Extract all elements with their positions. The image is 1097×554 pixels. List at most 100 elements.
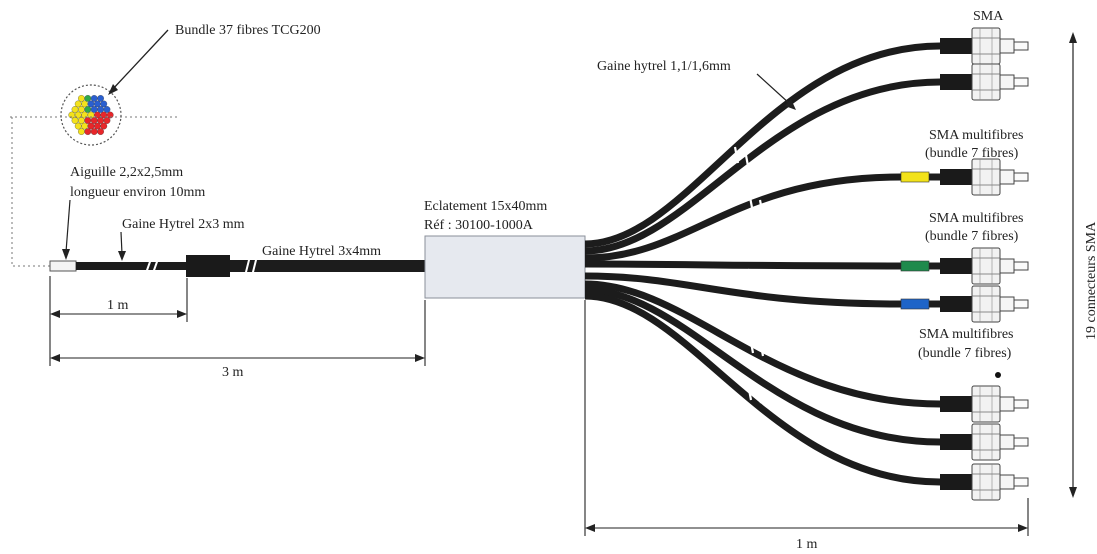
sma-connector — [940, 423, 1029, 461]
sheath-large-label: Gaine Hytrel 3x4mm — [262, 244, 381, 259]
sheath-large-break — [244, 255, 258, 277]
needle-leader — [62, 199, 71, 260]
breakout-label-line2: Réf : 30100-1000A — [424, 218, 534, 233]
branch-cable — [584, 272, 902, 308]
branch-cable — [584, 42, 941, 248]
bundle-fiber — [71, 106, 79, 113]
marker-green — [900, 260, 930, 272]
breakout-label-line1: Eclatement 15x40mm — [424, 199, 547, 214]
branch-break-mark — [758, 199, 765, 217]
bundle-fiber — [81, 100, 88, 108]
sma-connector — [940, 158, 1029, 196]
connectors-dimension — [1069, 32, 1077, 498]
sma-multi-c-line1: SMA multifibres — [919, 327, 1014, 342]
bundle-fiber — [87, 122, 95, 130]
sheath-small-label: Gaine Hytrel 2x3 mm — [122, 217, 245, 232]
sma-dot — [995, 372, 1001, 378]
sma-connector — [940, 385, 1029, 423]
sma-connectors — [940, 27, 1029, 501]
bundle-fiber — [97, 106, 104, 113]
bundle-leader — [108, 29, 169, 95]
sma-connector — [940, 63, 1029, 101]
needle-guide-line — [11, 117, 50, 267]
branch-sheath-label: Gaine hytrel 1,1/1,6mm — [597, 59, 731, 74]
branch-cable — [584, 280, 941, 408]
bundle-fiber — [78, 95, 85, 102]
branch-break-mark — [746, 268, 753, 286]
bundle-fiber — [90, 95, 98, 102]
needle-label-line1: Aiguille 2,2x2,5mm — [70, 165, 183, 180]
bundle-fiber — [78, 106, 85, 113]
sma-top-label: SMA — [973, 9, 1004, 24]
connectors-count-label: 19 connecteurs SMA — [1084, 221, 1097, 340]
bundle-fiber — [90, 106, 98, 113]
bundle-fiber — [81, 122, 88, 130]
sma-multi-a-line1: SMA multifibres — [929, 128, 1024, 143]
bundle-fiber — [94, 100, 101, 108]
sma-connector — [940, 285, 1029, 323]
branch-break-mark — [743, 149, 750, 167]
branch-break-mark — [756, 386, 763, 404]
sma-multi-c-line2: (bundle 7 fibres) — [918, 346, 1012, 361]
dim-1m-left — [49, 276, 188, 366]
sma-multi-b-line2: (bundle 7 fibres) — [925, 229, 1019, 244]
bundle-fiber — [78, 128, 85, 135]
sheath-large-cable — [230, 260, 425, 272]
bundle-label: Bundle 37 fibres TCG200 — [175, 23, 321, 38]
branch-cable — [584, 78, 941, 255]
dim-3m — [50, 300, 426, 366]
branch-break-mark — [748, 196, 755, 214]
breakout-box — [424, 235, 586, 299]
sma-connector — [940, 27, 1029, 65]
bundle-fiber — [94, 122, 101, 130]
branch-sheath-leader — [756, 73, 796, 110]
sma-multi-a-line2: (bundle 7 fibres) — [925, 146, 1019, 161]
bundle-fiber — [74, 100, 82, 108]
branch-cable — [584, 260, 902, 270]
sheath-small-break — [145, 258, 159, 274]
bundle-fibers — [68, 95, 114, 135]
bundle-cross-section — [60, 84, 122, 146]
bundle-fiber — [84, 106, 92, 113]
sma-connector — [940, 463, 1029, 501]
sheath-small-leader — [118, 231, 126, 261]
cable-transition-sleeve — [186, 255, 230, 277]
branch-break-mark — [756, 271, 763, 289]
marker-yellow — [900, 171, 930, 183]
needle-tip — [49, 260, 77, 272]
bundle-fiber — [103, 117, 111, 124]
bundle-fiber — [90, 128, 98, 135]
bundle-fiber — [87, 100, 95, 108]
bundle-fiber — [97, 95, 104, 102]
bundle-fiber — [100, 122, 108, 130]
branch-cable — [584, 292, 941, 486]
needle-label-line2: longueur environ 10mm — [70, 185, 205, 200]
bundle-fiber — [97, 117, 104, 124]
branch-break-mark — [746, 383, 753, 401]
bundle-fiber — [90, 117, 98, 124]
sma-connector — [940, 247, 1029, 285]
branch-break-mark — [733, 146, 740, 164]
bundle-fiber — [103, 106, 111, 113]
branch-cable — [584, 286, 941, 446]
dim-1m-right — [584, 300, 1029, 536]
bundle-fiber — [84, 128, 92, 135]
sma-multi-b-line1: SMA multifibres — [929, 211, 1024, 226]
bundle-fiber — [84, 117, 92, 124]
bundle-fiber — [78, 117, 85, 124]
branch-cable — [584, 173, 902, 262]
branch-break-mark — [748, 336, 755, 354]
bundle-fiber — [97, 128, 104, 135]
bundle-fiber — [100, 100, 108, 108]
dim-3m-label: 3 m — [222, 365, 244, 380]
bundle-fiber — [71, 117, 79, 124]
bundle-fiber — [84, 95, 92, 102]
sheath-small-cable — [76, 262, 186, 270]
dim-1m-left-label: 1 m — [107, 298, 129, 313]
branch-break-mark — [758, 339, 765, 357]
dim-1m-right-label: 1 m — [796, 537, 818, 552]
bundle-fiber — [74, 122, 82, 130]
branch-cables — [584, 42, 941, 486]
marker-blue — [900, 298, 930, 310]
